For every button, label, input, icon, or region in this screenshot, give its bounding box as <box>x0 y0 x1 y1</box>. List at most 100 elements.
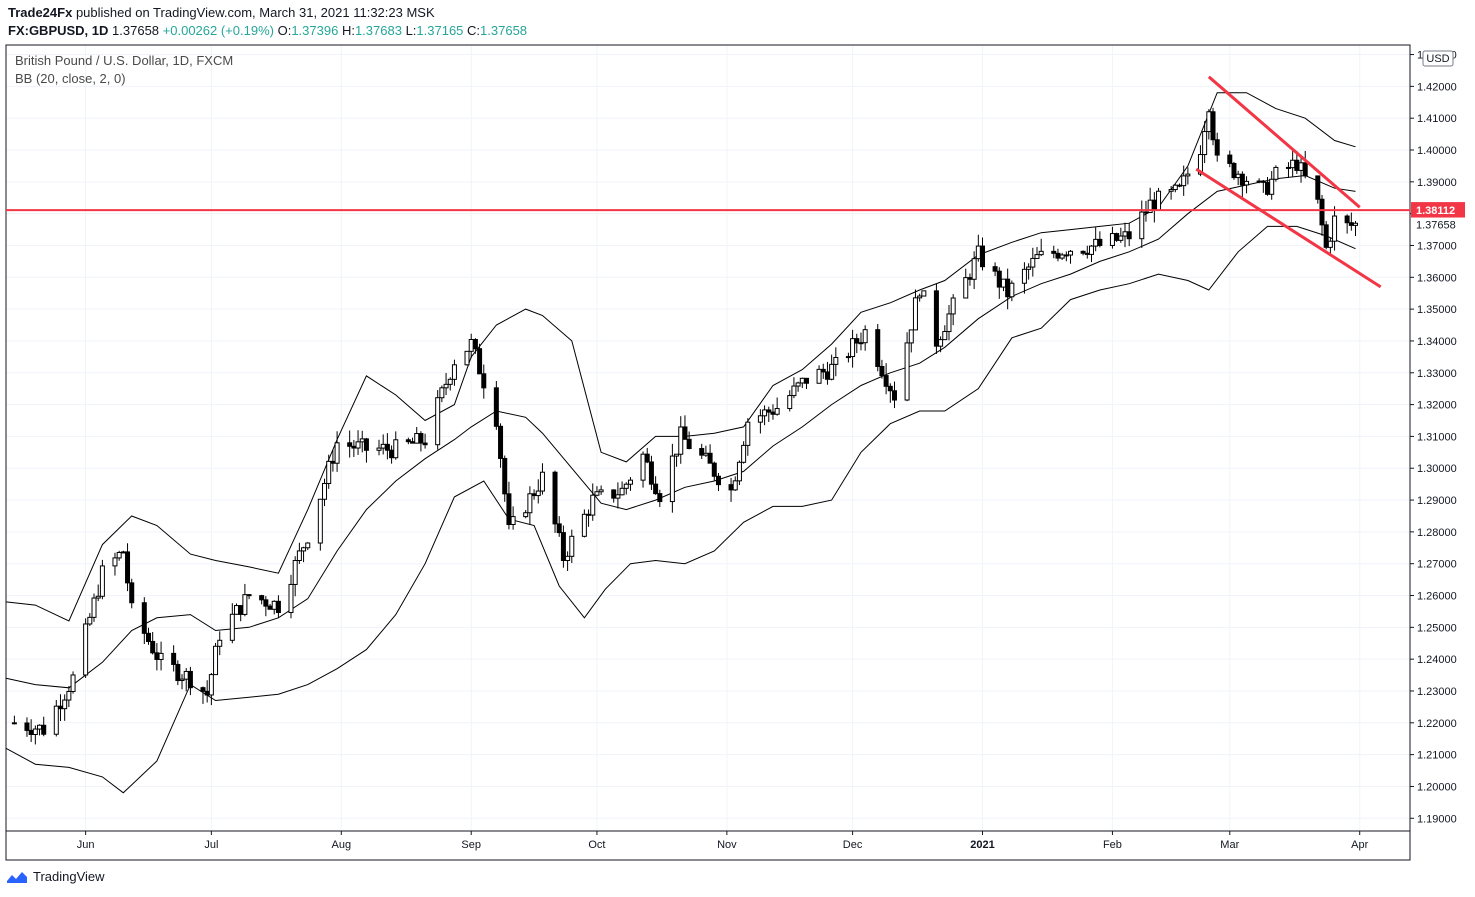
candle-down <box>883 375 889 387</box>
high-value: 1.37683 <box>354 23 402 38</box>
candle-down <box>384 443 390 451</box>
candle-down <box>1005 278 1011 298</box>
price-tick-label: 1.31000 <box>1417 431 1457 443</box>
candle-down <box>644 453 650 463</box>
candle-up <box>565 555 571 561</box>
candle-down <box>892 390 898 401</box>
candle-up <box>795 382 801 387</box>
candle-up <box>305 542 311 549</box>
candle-up <box>1000 278 1006 288</box>
candle-down <box>1084 252 1090 255</box>
candle-up <box>229 613 235 641</box>
candle-up <box>1026 266 1032 270</box>
time-tick-label: Oct <box>588 839 605 851</box>
candle-up <box>95 595 101 599</box>
currency-badge <box>1422 50 1454 67</box>
candle-up <box>1235 173 1241 179</box>
candle-up <box>674 453 680 457</box>
price-axis[interactable]: 1.430001.420001.410001.400001.390001.380… <box>1410 50 1457 826</box>
candle-down <box>1319 198 1325 226</box>
candle-down <box>263 599 269 607</box>
candle-up <box>1093 238 1099 247</box>
candle-up <box>590 494 596 516</box>
price-tick-label: 1.27000 <box>1417 559 1457 571</box>
drawings[interactable] <box>6 75 1410 289</box>
candle-down <box>1285 166 1291 169</box>
candle-up <box>523 512 529 518</box>
price-tick-label: 1.21000 <box>1417 750 1457 762</box>
candle-down <box>1323 224 1329 248</box>
candle-up <box>355 441 361 449</box>
close-value: 1.37658 <box>480 23 528 38</box>
candle-down <box>405 439 411 443</box>
candle-up <box>1122 231 1128 237</box>
candle-up <box>581 513 587 537</box>
candle-down <box>259 595 265 601</box>
low-value: 1.37165 <box>416 23 464 38</box>
candle-up <box>1030 257 1036 268</box>
candle-down <box>875 329 881 367</box>
candle-down <box>556 523 562 534</box>
candle-up <box>1327 240 1333 248</box>
candle-up <box>359 438 365 443</box>
candle-up <box>845 356 851 359</box>
candle-up <box>833 357 839 365</box>
time-axis[interactable]: Jun Jul Aug Sep Oct Nov Dec 2021 Feb Mar Apr <box>77 831 1369 851</box>
candle-down <box>422 442 428 446</box>
candle-down <box>728 484 734 491</box>
candle-up <box>1021 268 1027 284</box>
candle-down <box>711 462 717 477</box>
pane-title[interactable]: British Pound / U.S. Dollar, 1D, FXCM <box>15 53 234 68</box>
tradingview-brand[interactable]: TradingView <box>6 869 105 884</box>
price-tick-label: 1.29000 <box>1417 495 1457 507</box>
time-tick-label: Sep <box>461 839 481 851</box>
candle-down <box>887 385 893 392</box>
candle-up <box>183 670 189 680</box>
indicator-legend[interactable]: BB (20, close, 2, 0) <box>15 71 126 86</box>
candle-down <box>1151 199 1157 211</box>
candle-up <box>1059 254 1065 259</box>
price-tick-label: 1.39000 <box>1417 177 1457 189</box>
candle-up <box>1244 180 1250 186</box>
candle-up <box>66 690 72 701</box>
price-tick-label: 1.32000 <box>1417 400 1457 412</box>
candle-up <box>83 623 89 676</box>
candle-up <box>594 491 600 496</box>
candle-up <box>669 455 675 503</box>
candle-down <box>820 368 826 373</box>
last-price: 1.37658 <box>112 23 160 38</box>
candle-up <box>623 483 629 489</box>
candle-up <box>37 724 43 730</box>
candle-down <box>410 441 416 444</box>
candle-up <box>1034 254 1040 259</box>
time-tick-label: Dec <box>843 839 863 851</box>
candle-up <box>1068 250 1074 256</box>
candle-up <box>116 552 122 559</box>
candle-up <box>451 364 457 380</box>
time-tick-label: Nov <box>717 839 737 851</box>
candle-down <box>171 652 177 665</box>
candle-down <box>502 457 508 495</box>
candle-down <box>24 722 30 731</box>
candle-up <box>917 295 923 299</box>
candle-down <box>145 632 151 642</box>
publisher-name[interactable]: Trade24Fx <box>8 5 73 20</box>
candle-down <box>200 687 206 692</box>
candle-up <box>791 385 797 397</box>
last-price-badge <box>1411 217 1465 232</box>
grid <box>6 45 1410 831</box>
candle-down <box>1260 180 1266 183</box>
candle-up <box>627 479 633 485</box>
candle-up <box>1156 190 1162 211</box>
candle-up <box>975 245 981 260</box>
price-tick-label: 1.34000 <box>1417 336 1457 348</box>
tradingview-logo-icon <box>7 871 27 883</box>
candle-down <box>657 493 663 503</box>
candle-down <box>992 266 998 272</box>
candle-up <box>762 409 768 417</box>
change-value: +0.00262 (+0.19%) <box>162 23 274 38</box>
candle-down <box>1055 252 1061 259</box>
currency-label: USD <box>1426 53 1449 65</box>
candle-down <box>1302 162 1308 177</box>
